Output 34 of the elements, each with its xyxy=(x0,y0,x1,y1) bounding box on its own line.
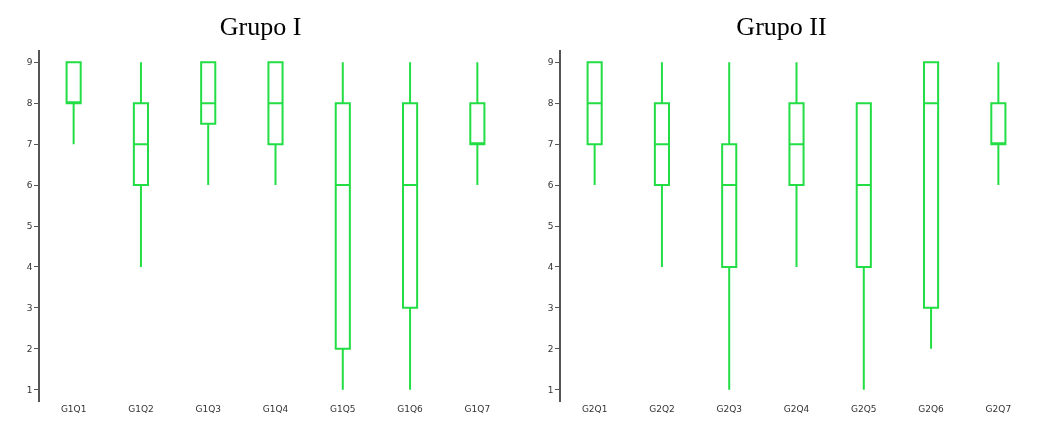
y-tick-label: 5 xyxy=(547,221,554,232)
chart-title: Grupo II xyxy=(736,12,827,42)
y-tick-label: 2 xyxy=(547,343,554,354)
chart-title: Grupo I xyxy=(219,12,302,42)
y-tick-label: 1 xyxy=(547,384,554,395)
x-tick-label: G1Q7 xyxy=(464,404,491,414)
y-tick-label: 5 xyxy=(26,221,33,232)
y-tick-label: 9 xyxy=(547,57,554,68)
x-tick-label: G2Q7 xyxy=(985,404,1012,414)
y-tick-label: 3 xyxy=(547,303,554,314)
x-tick-label: G1Q4 xyxy=(262,404,289,414)
y-tick-label: 4 xyxy=(26,262,33,273)
y-tick-label: 3 xyxy=(26,303,33,314)
y-tick-label: 2 xyxy=(26,343,33,354)
x-tick-label: G2Q6 xyxy=(918,404,945,414)
y-tick-label: 8 xyxy=(547,98,554,109)
y-tick-label: 7 xyxy=(547,139,554,150)
y-tick-label: 1 xyxy=(26,384,33,395)
x-tick-label: G2Q2 xyxy=(649,404,675,414)
y-tick-label: 9 xyxy=(26,57,33,68)
y-tick-label: 6 xyxy=(26,180,33,191)
y-tick-label: 6 xyxy=(547,180,554,191)
x-tick-label: G2Q1 xyxy=(581,404,608,414)
x-tick-label: G1Q6 xyxy=(397,404,424,414)
y-tick-label: 7 xyxy=(26,139,33,150)
x-tick-label: G1Q2 xyxy=(128,404,154,414)
y-tick-label: 8 xyxy=(26,98,33,109)
y-tick-label: 4 xyxy=(547,262,554,273)
x-tick-label: G2Q5 xyxy=(851,404,877,414)
x-tick-label: G1Q3 xyxy=(195,404,221,414)
x-tick-label: G1Q1 xyxy=(60,404,87,414)
x-tick-label: G1Q5 xyxy=(330,404,356,414)
x-tick-label: G2Q3 xyxy=(716,404,742,414)
x-tick-label: G2Q4 xyxy=(783,404,810,414)
